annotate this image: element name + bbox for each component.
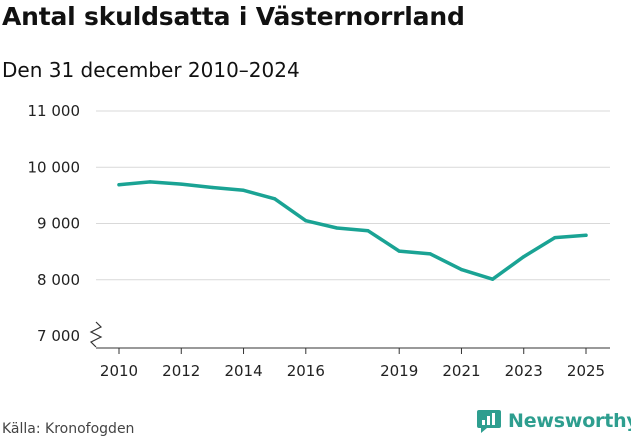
data-point [241, 188, 246, 192]
y-tick-label: 10 000 [28, 158, 81, 176]
data-point [584, 233, 588, 237]
data-point [522, 255, 526, 259]
data-point [335, 226, 339, 230]
data-point [304, 219, 308, 223]
y-tick-label: 7 000 [37, 327, 80, 345]
x-tick-label: 2023 [505, 362, 543, 380]
data-point [273, 197, 277, 201]
chart-subtitle: Den 31 december 2010–2024 [2, 58, 300, 82]
data-point [117, 183, 121, 187]
data-point [179, 182, 183, 186]
data-point [366, 229, 370, 233]
y-tick-label: 11 000 [28, 102, 81, 120]
x-tick-label: 2016 [287, 362, 325, 380]
newsworthy-logo-icon [477, 410, 501, 433]
data-point [553, 235, 557, 240]
chart-title: Antal skuldsatta i Västernorrland [2, 2, 465, 31]
brand[interactable]: Newsworthy [476, 408, 631, 434]
source-note: Källa: Kronofogden [2, 421, 135, 437]
x-tick-label: 2012 [162, 362, 200, 380]
x-tick-label: 2014 [224, 362, 262, 380]
data-point [428, 252, 432, 256]
data-point [397, 249, 401, 253]
data-point [459, 268, 464, 272]
series-line [117, 180, 588, 281]
x-tick-label: 2019 [380, 362, 418, 380]
x-tick-label: 2010 [100, 362, 138, 380]
y-tick-label: 9 000 [37, 215, 80, 233]
data-point [210, 185, 214, 190]
data-point [148, 180, 152, 184]
y-tick-label: 8 000 [37, 271, 80, 289]
line-chart: 7 000 8 000 9 000 10 000 11 000 2010 2012 2014 2… [28, 102, 610, 380]
brand-name: Newsworthy [508, 410, 631, 432]
x-tick-label: 2021 [442, 362, 480, 380]
data-point [491, 277, 495, 281]
axis-break-icon [89, 321, 103, 348]
x-tick-label: 2025 [567, 362, 605, 380]
